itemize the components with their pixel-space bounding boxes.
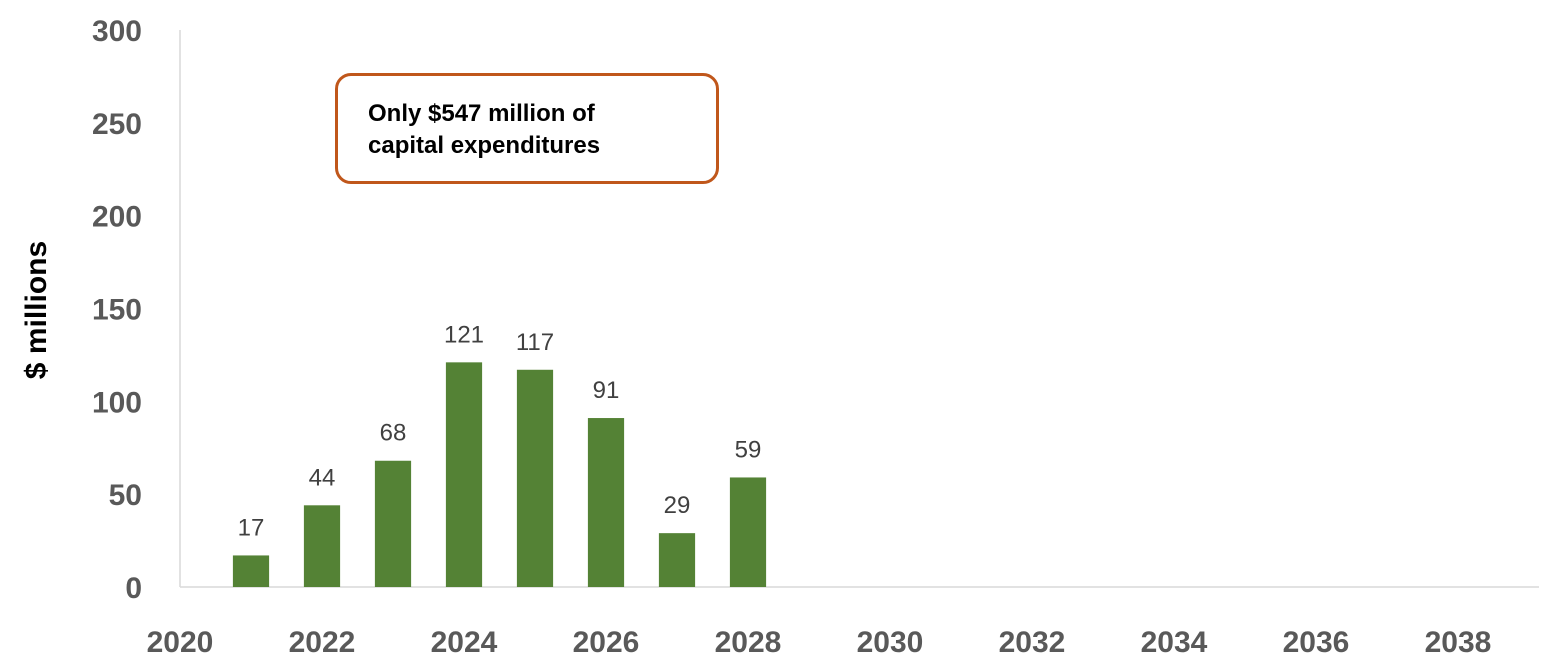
x-tick-label: 2026 <box>573 626 640 659</box>
x-tick-label: 2024 <box>431 626 498 659</box>
x-tick-label: 2038 <box>1425 626 1492 659</box>
data-label: 44 <box>309 464 336 491</box>
y-tick-label: 300 <box>92 15 142 48</box>
data-labels: 17 44 68 121 117 91 29 59 <box>238 321 762 541</box>
x-tick-label: 2034 <box>1141 626 1208 659</box>
y-axis-ticks: 0 50 100 150 200 250 300 <box>92 15 142 605</box>
data-label: 117 <box>516 329 554 356</box>
y-tick-label: 100 <box>92 386 142 419</box>
y-tick-label: 200 <box>92 201 142 234</box>
bar <box>587 418 625 587</box>
y-tick-label: 0 <box>125 572 142 605</box>
x-tick-label: 2032 <box>999 626 1066 659</box>
x-tick-label: 2036 <box>1283 626 1350 659</box>
data-label: 121 <box>444 321 484 348</box>
data-label: 91 <box>593 377 620 404</box>
x-tick-label: 2020 <box>147 626 214 659</box>
x-tick-label: 2022 <box>289 626 356 659</box>
y-tick-label: 150 <box>92 294 142 327</box>
bar <box>374 460 412 587</box>
bar <box>658 533 696 587</box>
annotation-callout: Only $547 million of capital expenditure… <box>335 73 719 184</box>
x-tick-label: 2030 <box>857 626 924 659</box>
bar <box>516 369 554 587</box>
bar <box>445 362 483 587</box>
x-tick-label: 2028 <box>715 626 782 659</box>
annotation-line-1: Only $547 million of <box>368 100 595 127</box>
annotation-line-2: capital expenditures <box>368 132 601 159</box>
data-label: 59 <box>735 436 762 463</box>
y-tick-label: 50 <box>109 479 142 512</box>
bar-series <box>232 362 767 587</box>
bar <box>303 505 341 587</box>
y-axis-label: $ millions <box>20 241 53 379</box>
data-label: 29 <box>664 492 691 519</box>
x-axis-ticks: 2020 2022 2024 2026 2028 2030 2032 2034 2036 2038 <box>147 626 1492 659</box>
bar <box>232 555 270 587</box>
y-tick-label: 250 <box>92 108 142 141</box>
data-label: 68 <box>380 420 407 447</box>
bar <box>729 477 767 587</box>
data-label: 17 <box>238 514 265 541</box>
